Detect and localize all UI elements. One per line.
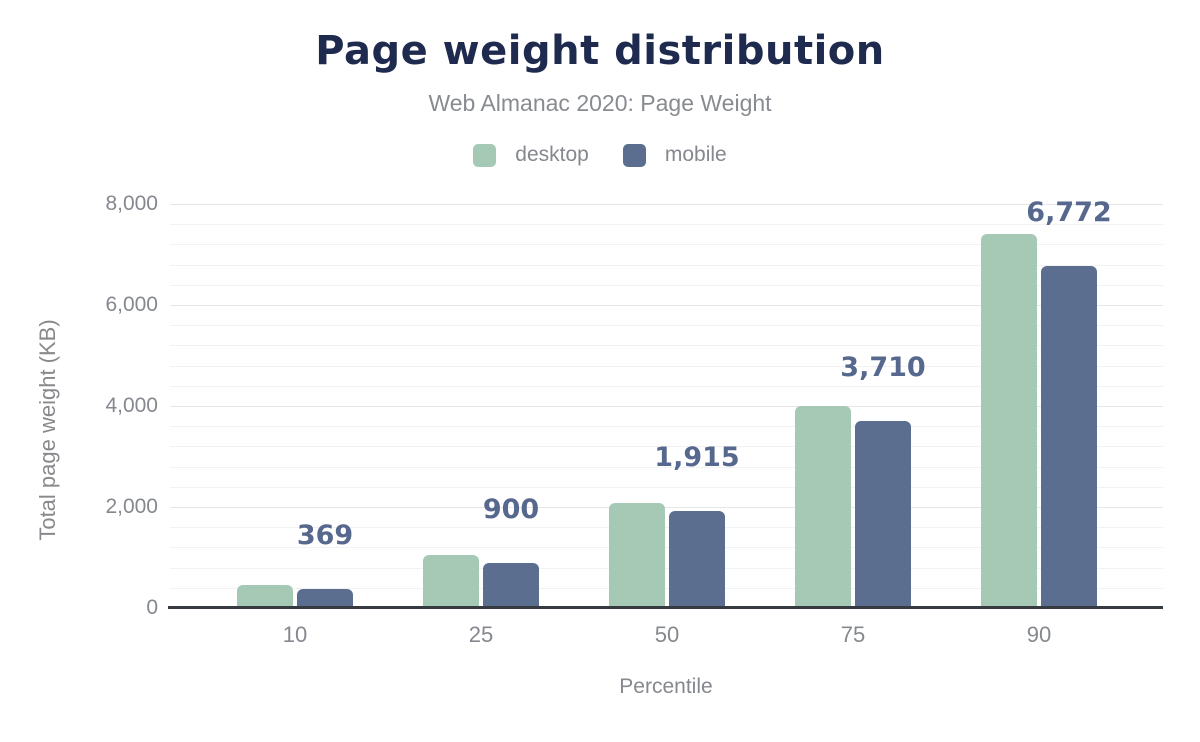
minor-gridline	[170, 426, 1163, 428]
minor-gridline	[170, 325, 1163, 327]
bar-mobile-p25[interactable]	[483, 562, 539, 608]
chart-subtitle: Web Almanac 2020: Page Weight	[428, 90, 772, 116]
data-label-p10: 369	[296, 520, 354, 552]
minor-gridline	[170, 486, 1163, 488]
y-tick-label: 6,000	[105, 293, 158, 316]
major-gridline	[170, 507, 1163, 508]
x-tick-label-90: 90	[1026, 622, 1052, 647]
bar-desktop-p90[interactable]	[981, 234, 1037, 608]
major-gridline	[170, 204, 1163, 205]
legend: desktop mobile	[0, 143, 1200, 167]
data-label-p75: 3,710	[840, 351, 926, 383]
bar-desktop-p25[interactable]	[423, 554, 479, 608]
x-axis-title: Percentile	[619, 675, 713, 698]
minor-gridline	[170, 345, 1163, 347]
y-tick-label: 8,000	[105, 192, 158, 215]
x-axis-line	[168, 606, 1163, 609]
legend-swatch-mobile	[622, 143, 646, 167]
major-gridline	[170, 406, 1163, 407]
bar-mobile-p50[interactable]	[669, 511, 725, 608]
major-gridline	[170, 305, 1163, 306]
minor-gridline	[170, 284, 1163, 286]
bar-desktop-p10[interactable]	[237, 584, 293, 608]
minor-gridline	[170, 567, 1163, 569]
data-label-p25: 900	[482, 493, 540, 525]
bar-mobile-p75[interactable]	[855, 420, 911, 608]
minor-gridline	[170, 365, 1163, 367]
minor-gridline	[170, 446, 1163, 448]
minor-gridline	[170, 264, 1163, 266]
y-tick-label: 4,000	[105, 394, 158, 417]
x-tick-label-25: 25	[468, 622, 494, 647]
legend-label: mobile	[664, 143, 727, 166]
data-label-p90: 6,772	[1026, 197, 1112, 228]
minor-gridline	[170, 224, 1163, 226]
x-tick-label-75: 75	[840, 622, 866, 647]
minor-gridline	[170, 547, 1163, 549]
y-tick-label: 0	[146, 596, 158, 619]
minor-gridline	[170, 244, 1163, 246]
legend-item-desktop[interactable]: desktop	[473, 143, 589, 167]
x-tick-label-50: 50	[654, 622, 680, 647]
minor-gridline	[170, 385, 1163, 387]
minor-gridline	[170, 527, 1163, 529]
chart-title: Page weight distribution	[315, 28, 885, 74]
minor-gridline	[170, 587, 1163, 589]
x-tick-label-10: 10	[282, 622, 308, 647]
legend-item-mobile[interactable]: mobile	[622, 143, 727, 167]
bar-desktop-p75[interactable]	[795, 406, 851, 608]
legend-label: desktop	[515, 143, 589, 166]
bar-mobile-p90[interactable]	[1041, 266, 1097, 608]
legend-swatch-desktop	[473, 143, 497, 167]
minor-gridline	[170, 466, 1163, 468]
y-tick-label: 2,000	[105, 495, 158, 518]
bar-desktop-p50[interactable]	[609, 502, 665, 608]
bar-mobile-p10[interactable]	[297, 589, 353, 608]
data-label-p50: 1,915	[654, 442, 740, 474]
